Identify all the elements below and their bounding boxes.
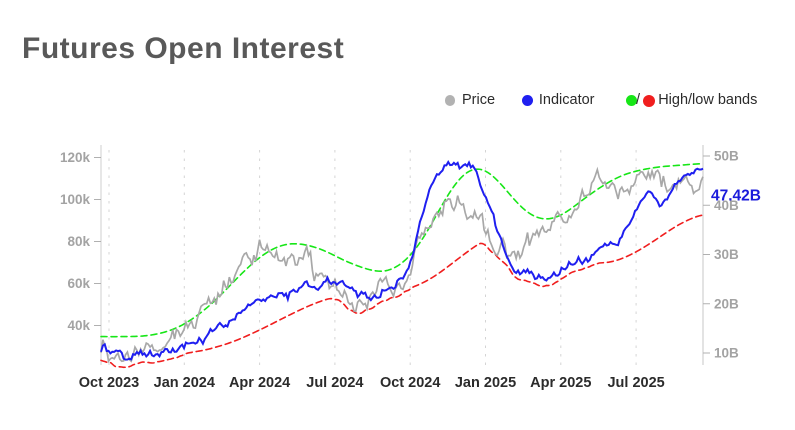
- svg-text:Oct 2023: Oct 2023: [79, 375, 139, 391]
- svg-text:Jan 2024: Jan 2024: [154, 375, 215, 391]
- svg-text:20B: 20B: [714, 296, 739, 311]
- svg-text:100k: 100k: [60, 192, 91, 207]
- svg-text:Jan 2025: Jan 2025: [455, 375, 516, 391]
- svg-text:Oct 2024: Oct 2024: [380, 375, 440, 391]
- svg-text:50B: 50B: [714, 149, 739, 164]
- svg-text:40k: 40k: [67, 318, 90, 333]
- svg-text:120k: 120k: [60, 150, 91, 165]
- svg-text:10B: 10B: [714, 346, 739, 361]
- svg-text:47.42B: 47.42B: [711, 187, 761, 204]
- svg-text:60k: 60k: [67, 276, 90, 291]
- svg-text:80k: 80k: [67, 234, 90, 249]
- svg-text:30B: 30B: [714, 247, 739, 262]
- svg-text:Jul 2024: Jul 2024: [306, 375, 363, 391]
- svg-text:Apr 2025: Apr 2025: [530, 375, 591, 391]
- svg-text:Jul 2025: Jul 2025: [607, 375, 664, 391]
- svg-text:Apr 2024: Apr 2024: [229, 375, 290, 391]
